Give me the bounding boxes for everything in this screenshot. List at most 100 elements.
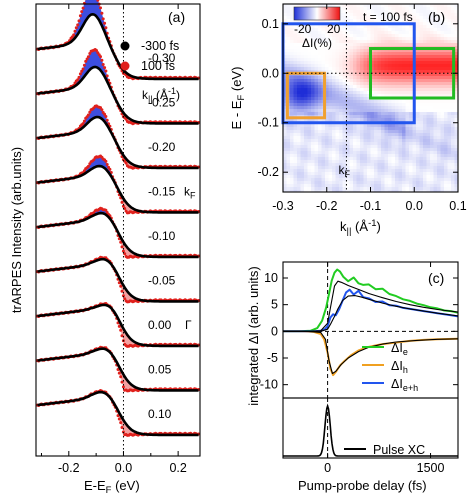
heatmap-cell [370,181,375,185]
heatmap-cell [321,157,326,161]
heatmap-cell [416,142,420,146]
heatmap-cell [293,181,298,185]
panel-c-y-axis-label: integrated ΔI (arb. units) [246,266,261,405]
heatmap-cell [304,139,308,143]
heatmap-cell [437,127,441,131]
heatmap-cell [374,100,378,104]
heatmap-cell [349,97,354,101]
heatmap-cell [402,181,406,185]
edc-pumped-point [104,159,108,163]
y-tick-label: -0.1 [257,116,279,130]
heatmap-cell [328,49,333,53]
heatmap-cell [384,91,389,95]
heatmap-cell [430,43,434,47]
heatmap-cell [440,160,445,164]
heatmap-cell [398,55,403,59]
heatmap-cell [335,118,340,122]
heatmap-cell [339,67,343,71]
heatmap-cell [430,115,434,119]
heatmap-cell [370,61,375,65]
heatmap-cell [321,124,326,128]
heatmap-cell [314,67,319,71]
heatmap-cell [349,46,354,50]
heatmap-cell [328,184,333,188]
heatmap-cell [444,148,448,152]
heatmap-cell [325,25,329,29]
heatmap-cell [318,88,322,92]
heatmap-cell [416,94,420,98]
heatmap-cell [335,139,340,143]
heatmap-cell [363,49,368,53]
heatmap-cell [419,118,424,122]
heatmap-cell [430,64,434,68]
heatmap-cell [451,136,455,140]
heatmap-cell [342,31,347,35]
heatmap-cell [314,85,319,89]
heatmap-cell [367,64,371,68]
heatmap-cell [374,28,378,32]
heatmap-cell [297,61,301,65]
heatmap-cell [363,148,368,152]
heatmap-cell [409,145,413,149]
heatmap-cell [451,121,455,125]
edc-pumped-point [120,380,124,384]
heatmap-cell [433,190,438,192]
heatmap-cell [325,37,329,41]
heatmap-cell [391,91,396,95]
heatmap-cell [398,94,403,98]
heatmap-cell [360,163,364,167]
heatmap-cell [353,124,357,128]
edc-pumped-point [121,249,125,253]
heatmap-cell [311,88,315,92]
heatmap-cell [388,112,392,116]
heatmap-cell [454,133,458,137]
heatmap-cell [332,97,336,101]
heatmap-cell [426,16,431,20]
heatmap-cell [290,10,294,14]
heatmap-cell [370,157,375,161]
heatmap-cell [356,112,361,116]
heatmap-cell [391,16,396,20]
heatmap-cell [377,70,382,74]
heatmap-cell [377,133,382,137]
edc-pumped-point [101,17,105,21]
heatmap-cell [430,106,434,110]
heatmap-cell [384,166,389,170]
heatmap-cell [402,88,406,92]
xc-frame [282,397,459,459]
heatmap-cell [346,55,350,59]
heatmap-cell [318,85,322,89]
heatmap-cell [353,31,357,35]
heatmap-cell [419,25,424,29]
heatmap-cell [454,136,458,140]
heatmap-cell [293,19,298,23]
heatmap-cell [423,13,427,17]
heatmap-cell [363,19,368,23]
heatmap-cell [454,79,458,83]
heatmap-cell [381,52,385,56]
heatmap-cell [430,151,434,155]
heatmap-cell [346,172,350,176]
heatmap-cell [335,184,340,188]
heatmap-cell [360,145,364,149]
heatmap-cell [409,19,413,23]
heatmap-cell [416,43,420,47]
edc-pumped-point [99,106,102,110]
heatmap-cell [437,154,441,158]
heatmap-cell [440,112,445,116]
heatmap-cell [318,175,322,179]
heatmap-cell [454,148,458,152]
heatmap-cell [377,151,382,155]
heatmap-cell [374,106,378,110]
heatmap-cell [318,136,322,140]
heatmap-cell [307,112,312,116]
heatmap-cell [300,139,305,143]
heatmap-cell [353,85,357,89]
heatmap-cell [398,40,403,44]
heatmap-cell [374,115,378,119]
heatmap-cell [286,124,291,128]
heatmap-cell [286,181,291,185]
heatmap-cell [314,166,319,170]
heatmap-cell [444,22,448,26]
heatmap-cell [433,55,438,59]
